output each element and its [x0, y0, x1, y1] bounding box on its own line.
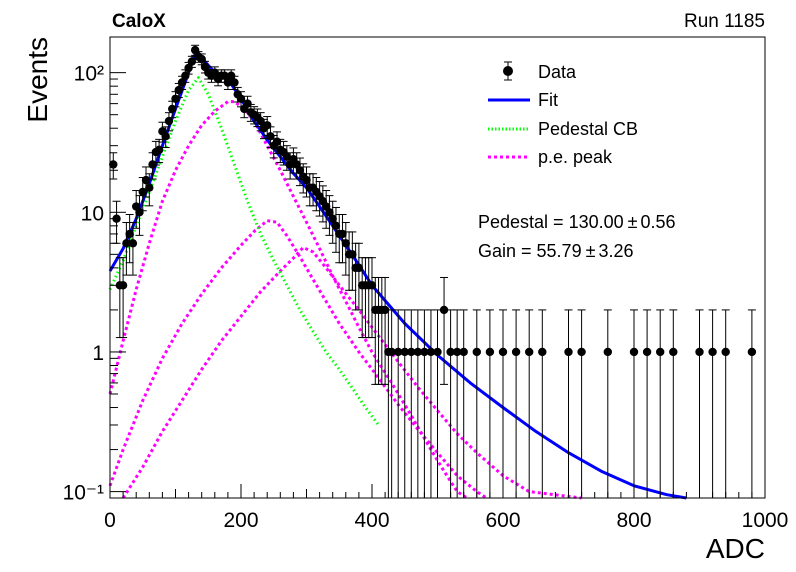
x-tick-label: 200	[223, 509, 258, 532]
data-point-layer	[109, 44, 757, 498]
data-point	[472, 309, 481, 498]
data-point	[721, 309, 730, 498]
data-point	[128, 222, 138, 276]
data-point	[230, 75, 239, 90]
data-point	[348, 231, 357, 291]
data-point	[538, 309, 547, 498]
curve-pe-peak-3	[121, 246, 582, 500]
y-axis-title: Events	[22, 37, 53, 123]
data-point	[135, 195, 144, 236]
data-point	[413, 309, 423, 498]
data-point	[174, 82, 183, 99]
data-point	[328, 200, 337, 244]
data-point	[354, 242, 364, 311]
data-point	[485, 309, 495, 498]
data-point	[367, 257, 377, 339]
y-tick-label: 10⁻¹	[63, 482, 104, 505]
data-point	[400, 309, 409, 498]
run-label: Run 1185	[684, 11, 765, 32]
curve-pedestal-cb	[108, 76, 380, 426]
data-point	[747, 309, 757, 498]
data-point	[295, 157, 305, 187]
legend: Data Fit Pedestal CB p.e. peak	[488, 61, 638, 167]
data-point	[302, 166, 311, 198]
data-point	[321, 190, 331, 229]
data-point	[642, 309, 652, 498]
x-tick-label: 800	[616, 509, 651, 532]
data-point	[656, 309, 665, 498]
x-tick-label: 400	[354, 509, 389, 532]
fit-stats-box: Pedestal = 130.00 ±0.56 Gain = 55.79 ±3.26	[478, 212, 676, 261]
x-tick-label: 1000	[742, 509, 789, 532]
data-point	[603, 309, 612, 498]
data-point	[164, 112, 174, 132]
experiment-label: CaloX	[112, 11, 166, 32]
data-point	[243, 95, 252, 113]
x-axis-title: ADC	[706, 533, 765, 564]
data-point	[629, 309, 639, 498]
legend-label-pedestal-cb: Pedestal CB	[538, 119, 638, 139]
axes-layer: 0 200 400 600 800 1000 10⁻¹ 1 10 10² ADC Events	[22, 37, 788, 564]
data-point	[446, 309, 455, 498]
data-point	[439, 276, 449, 385]
data-point	[525, 309, 534, 498]
data-point	[341, 222, 350, 276]
data-point	[141, 166, 151, 198]
y-tick-label: 10²	[74, 63, 104, 86]
data-point	[109, 152, 118, 180]
data-point	[118, 257, 128, 339]
data-point	[387, 309, 396, 498]
data-point	[708, 309, 717, 498]
data-point	[426, 309, 436, 498]
legend-label-fit: Fit	[538, 90, 558, 110]
data-point	[577, 309, 586, 498]
y-tick-label: 1	[92, 342, 104, 365]
legend-label-pe-peak: p.e. peak	[538, 147, 613, 167]
data-point	[459, 309, 468, 498]
pedestal-stat: Pedestal = 130.00 ±0.56	[478, 212, 676, 232]
data-point	[325, 195, 334, 236]
data-point	[511, 309, 521, 498]
x-tick-label: 600	[485, 509, 520, 532]
y-tick-label: 10	[81, 202, 104, 225]
gain-stat: Gain = 55.79 ±3.26	[478, 241, 634, 261]
legend-label-data: Data	[538, 62, 577, 82]
data-point	[161, 126, 170, 149]
data-point	[564, 309, 573, 498]
curve-pe-peak-2	[108, 219, 488, 500]
data-point	[695, 309, 704, 498]
data-point	[669, 309, 678, 498]
data-point	[154, 138, 164, 164]
x-tick-label: 0	[104, 509, 116, 532]
data-point	[498, 309, 508, 498]
legend-data-marker	[503, 61, 513, 81]
data-point	[407, 309, 416, 498]
